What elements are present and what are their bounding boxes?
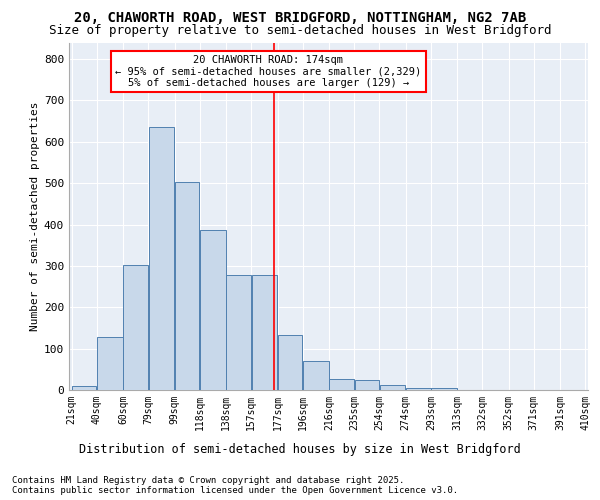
Y-axis label: Number of semi-detached properties: Number of semi-detached properties (30, 102, 40, 331)
Bar (124, 266, 148, 390)
Bar (355, 380, 379, 390)
Bar (251, 274, 277, 390)
Text: Size of property relative to semi-detached houses in West Bridgford: Size of property relative to semi-detach… (49, 24, 551, 37)
Bar (149, 127, 175, 390)
Bar (431, 388, 457, 390)
Text: 20 CHAWORTH ROAD: 174sqm
← 95% of semi-detached houses are smaller (2,329)
5% of: 20 CHAWORTH ROAD: 174sqm ← 95% of semi-d… (115, 55, 422, 88)
Text: 20, CHAWORTH ROAD, WEST BRIDGFORD, NOTTINGHAM, NG2 7AB: 20, CHAWORTH ROAD, WEST BRIDGFORD, NOTTI… (74, 11, 526, 25)
Bar (380, 386, 406, 390)
Bar (406, 388, 431, 390)
Text: Distribution of semi-detached houses by size in West Bridgford: Distribution of semi-detached houses by … (79, 442, 521, 456)
Bar (175, 182, 199, 390)
Bar (303, 361, 329, 390)
Bar (329, 379, 354, 390)
Text: Contains HM Land Registry data © Crown copyright and database right 2025.
Contai: Contains HM Land Registry data © Crown c… (12, 476, 458, 495)
Bar (226, 274, 251, 390)
Bar (72, 386, 97, 390)
Bar (278, 335, 302, 390)
Bar (97, 337, 123, 390)
Bar (200, 230, 226, 390)
